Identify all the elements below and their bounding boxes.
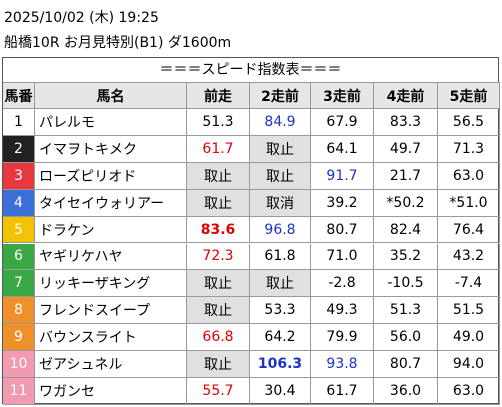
speed-index: 63.0 — [438, 378, 500, 405]
horse-name: ドラケン — [35, 216, 187, 244]
speed-index: 30.4 — [250, 378, 311, 405]
speed-index: 64.2 — [250, 324, 311, 352]
race-info: 船橋10R お月見特別(B1) ダ1600m — [4, 35, 232, 51]
horse-number: 2 — [3, 135, 35, 163]
speed-index: -2.8 — [311, 270, 374, 298]
speed-index: 82.4 — [374, 216, 438, 244]
speed-index: 64.1 — [311, 135, 374, 163]
speed-index: 84.9 — [250, 109, 311, 136]
speed-index: 61.8 — [250, 243, 311, 271]
speed-index: 83.3 — [374, 109, 438, 136]
column-header: 馬番 — [3, 83, 35, 109]
speed-index: 43.2 — [438, 243, 500, 271]
speed-index: 61.7 — [187, 135, 250, 163]
column-header: 馬名 — [35, 83, 187, 109]
horse-number: 7 — [3, 270, 35, 298]
speed-index: 71.3 — [438, 135, 500, 163]
speed-index: *50.2 — [374, 189, 438, 217]
horse-name: ヤギリケハヤ — [35, 243, 187, 271]
speed-index: 取止 — [187, 270, 250, 298]
horse-name: ワガンセ — [35, 378, 187, 405]
speed-index: 取消 — [250, 189, 311, 217]
speed-index: 67.9 — [311, 109, 374, 136]
horse-number: 4 — [3, 189, 35, 217]
horse-number: 6 — [3, 243, 35, 271]
speed-index: 取止 — [187, 189, 250, 217]
speed-index: 56.0 — [374, 324, 438, 352]
speed-index: 35.2 — [374, 243, 438, 271]
horse-number: 8 — [3, 297, 35, 325]
column-header: 3走前 — [311, 83, 374, 109]
speed-index: 51.3 — [187, 109, 250, 136]
speed-index: 71.0 — [311, 243, 374, 271]
speed-index: 取止 — [187, 351, 250, 378]
title-border — [3, 82, 500, 83]
horse-number: 5 — [3, 216, 35, 244]
speed-index: 94.0 — [438, 351, 500, 378]
speed-index: 21.7 — [374, 162, 438, 190]
horse-name: タイセイウォリアー — [35, 189, 187, 217]
column-header: 2走前 — [250, 83, 311, 109]
speed-index: 取止 — [187, 297, 250, 325]
horse-number: 10 — [3, 351, 35, 378]
horse-name: バウンスライト — [35, 324, 187, 352]
speed-index: 取止 — [250, 270, 311, 298]
speed-index: 80.7 — [311, 216, 374, 244]
speed-index: 39.2 — [311, 189, 374, 217]
speed-index: 66.8 — [187, 324, 250, 352]
speed-index: 51.3 — [374, 297, 438, 325]
speed-index: 72.3 — [187, 243, 250, 271]
speed-index: 取止 — [250, 135, 311, 163]
speed-index: 96.8 — [250, 216, 311, 244]
horse-number: 3 — [3, 162, 35, 190]
speed-index: 53.3 — [250, 297, 311, 325]
speed-table: ＝＝＝スピード指数表＝＝＝ 馬番 馬名 前走 2走前 3走前 4走前 5走前 1 パレルモ 51.… — [2, 57, 500, 405]
horse-number: 1 — [3, 109, 35, 136]
horse-name: ゼアシュネル — [35, 351, 187, 378]
speed-index: 80.7 — [374, 351, 438, 378]
column-header: 前走 — [187, 83, 250, 109]
speed-index: -10.5 — [374, 270, 438, 298]
speed-index: 36.0 — [374, 378, 438, 405]
speed-index: 63.0 — [438, 162, 500, 190]
column-header: 5走前 — [438, 83, 500, 109]
speed-index: 49.0 — [438, 324, 500, 352]
speed-index: 51.5 — [438, 297, 500, 325]
speed-index: 91.7 — [311, 162, 374, 190]
speed-index: 56.5 — [438, 109, 500, 136]
speed-index: -7.4 — [438, 270, 500, 298]
horse-number: 9 — [3, 324, 35, 352]
table-title: ＝＝＝スピード指数表＝＝＝ — [159, 62, 342, 78]
horse-name: フレンドスイープ — [35, 297, 187, 325]
horse-name: イマヲトキメク — [35, 135, 187, 163]
horse-name: リッキーザキング — [35, 270, 187, 298]
speed-index: 55.7 — [187, 378, 250, 405]
speed-index: 49.3 — [311, 297, 374, 325]
speed-index: 61.7 — [311, 378, 374, 405]
column-header: 4走前 — [374, 83, 438, 109]
speed-index: 83.6 — [187, 216, 250, 244]
speed-index: 106.3 — [250, 351, 311, 378]
horse-name: ローズピリオド — [35, 162, 187, 190]
datetime: 2025/10/02 (木) 19:25 — [4, 10, 159, 26]
speed-index: *51.0 — [438, 189, 500, 217]
speed-index: 76.4 — [438, 216, 500, 244]
speed-index: 取止 — [250, 162, 311, 190]
horse-number: 11 — [3, 378, 35, 405]
horse-name: パレルモ — [35, 109, 187, 136]
speed-index: 93.8 — [311, 351, 374, 378]
speed-index: 79.9 — [311, 324, 374, 352]
speed-index: 49.7 — [374, 135, 438, 163]
speed-index: 取止 — [187, 162, 250, 190]
